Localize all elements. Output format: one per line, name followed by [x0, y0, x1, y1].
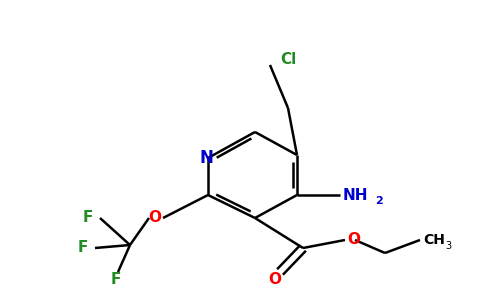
Text: CH: CH: [423, 233, 445, 247]
Text: NH: NH: [343, 188, 368, 202]
Text: O: O: [149, 211, 162, 226]
Text: Cl: Cl: [280, 52, 296, 68]
Text: N: N: [199, 149, 213, 167]
Text: O: O: [347, 232, 360, 247]
Text: 3: 3: [445, 241, 451, 251]
Text: F: F: [83, 211, 93, 226]
Text: 2: 2: [375, 196, 383, 206]
Text: F: F: [111, 272, 121, 287]
Text: O: O: [269, 272, 282, 287]
Text: F: F: [78, 241, 88, 256]
